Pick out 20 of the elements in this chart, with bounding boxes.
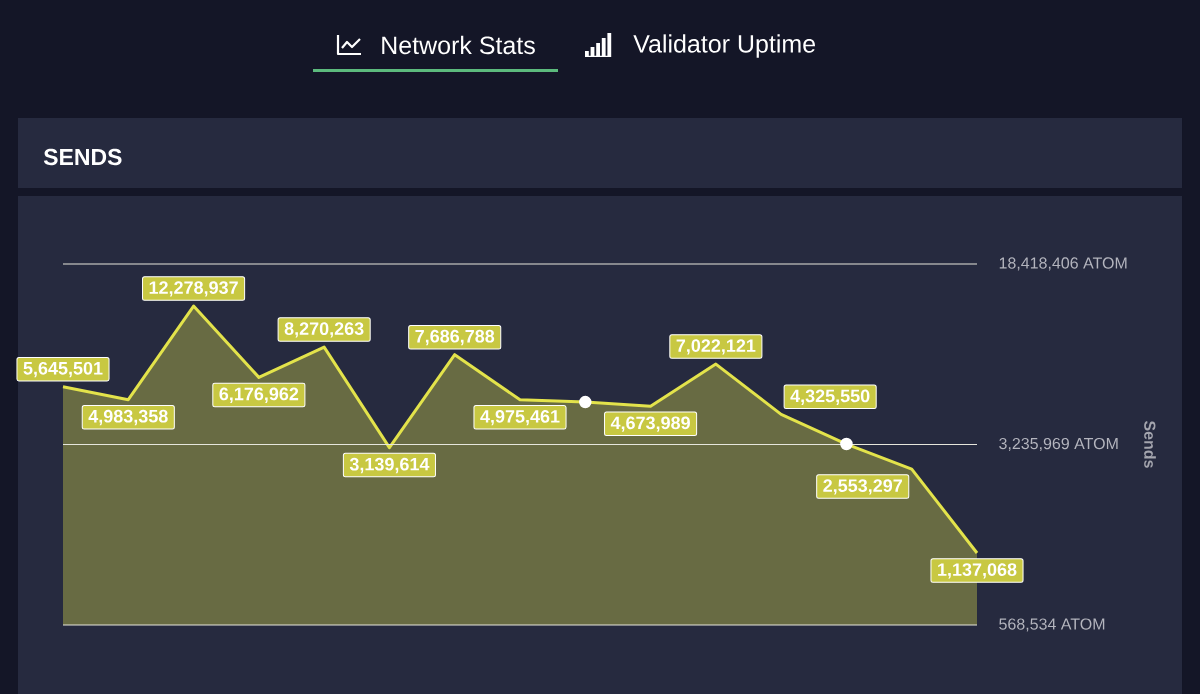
y-tick-label: 3,235,969 ATOM	[999, 437, 1118, 452]
data-label: 2,553,297	[823, 479, 902, 495]
data-label: 12,278,937	[149, 281, 238, 297]
data-label: 5,645,501	[23, 361, 103, 378]
data-label: 1,137,068	[938, 563, 1017, 579]
data-label: 4,975,461	[480, 410, 560, 426]
data-label: 7,686,788	[415, 329, 495, 346]
data-label: 4,673,989	[610, 416, 690, 432]
data-label: 8,270,263	[284, 322, 364, 338]
data-label: 4,325,550	[790, 389, 870, 405]
y-axis-title: Sends	[1144, 420, 1156, 468]
text: Validator Uptime	[633, 34, 815, 58]
y-tick-label: 18,418,406 ATOM	[999, 257, 1127, 271]
data-label: 4,983,358	[88, 409, 168, 426]
data-label: 6,176,962	[219, 387, 299, 403]
chart-title: SENDS	[43, 148, 122, 166]
y-tick-label: 568,534 ATOM	[999, 618, 1105, 632]
data-label: 3,139,614	[349, 457, 430, 474]
text: Network Stats	[382, 35, 535, 55]
data-label: 7,022,121	[676, 339, 756, 355]
